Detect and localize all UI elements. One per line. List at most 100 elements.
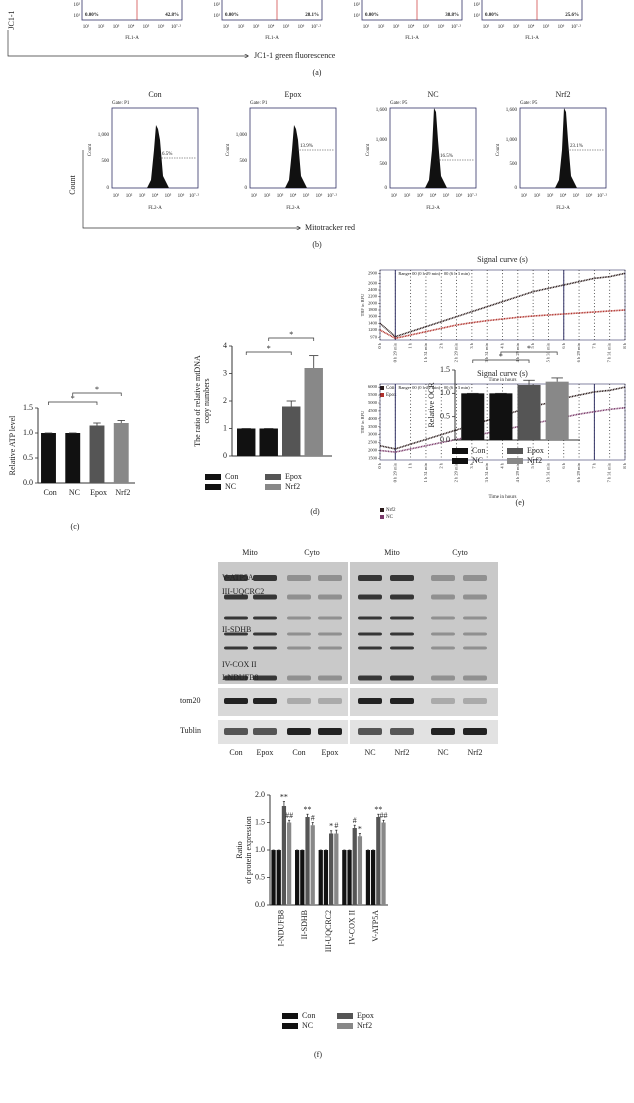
significance-marker: *	[289, 330, 293, 339]
x-tick-label: 8 h	[622, 342, 627, 348]
blot-band	[463, 675, 487, 681]
bar	[286, 822, 292, 905]
x-tick-label: 2 h 29 min	[454, 342, 459, 362]
histogram-shape	[147, 125, 169, 188]
y-tick-label: 1,000	[506, 138, 518, 143]
legend-swatch	[507, 448, 523, 454]
x-tick-label: 0 h 29 min	[392, 462, 397, 482]
x-tick-label: 10⁷·²	[597, 193, 607, 199]
bar	[41, 433, 56, 483]
x-tick-label: 3 h	[469, 462, 474, 468]
x-tick-label: 3 h	[469, 342, 474, 348]
x-tick-label: 10²	[264, 193, 271, 199]
plot-title: Epox	[285, 90, 302, 99]
legend-swatch	[452, 448, 468, 454]
significance-marker: *	[267, 344, 271, 353]
x-tick-label: 10⁴	[290, 193, 297, 199]
x-tick-label: 10⁵	[543, 24, 550, 30]
x-tick-label: 10²	[378, 24, 385, 30]
x-tick-label: 10³	[547, 193, 554, 199]
y-tick-label: 10¹	[74, 13, 81, 19]
lane-label: Epox	[257, 748, 274, 757]
x-tick-label: 2 h 29 min	[454, 462, 459, 482]
panel-label: (c)	[71, 522, 80, 531]
y-axis-title: JC1-1	[7, 10, 16, 29]
blot-band	[463, 698, 487, 704]
blot-band	[463, 594, 487, 600]
x-tick-label: 10⁵	[423, 24, 430, 30]
x-tick-label: 10¹	[251, 193, 258, 199]
legend-label: Epox	[386, 393, 397, 398]
blot-band	[318, 632, 342, 636]
blot-band	[390, 698, 414, 704]
significance-marker: #	[311, 813, 315, 822]
blot-band	[318, 646, 342, 650]
x-tick-label: 7 h	[591, 342, 596, 348]
bar	[323, 850, 329, 905]
data-line	[379, 272, 626, 338]
x-tick-label: 10⁴	[128, 24, 135, 30]
y-tick-label: 1500	[368, 455, 378, 460]
significance-marker: *	[527, 344, 531, 353]
gate-label: Gate: P5	[520, 101, 538, 106]
significance-bracket	[500, 351, 558, 355]
y-tick-label: 1.5	[255, 817, 265, 826]
blot-band	[287, 728, 311, 735]
legend-label: Con	[225, 472, 238, 481]
flow-plot-frame	[81, 0, 183, 21]
x-tick-label: 10³	[513, 24, 520, 30]
bar	[89, 425, 105, 483]
blot-band	[390, 575, 414, 581]
x-tick-label: 7 h	[591, 462, 596, 468]
x-axis-title: Mitotracker red	[305, 223, 355, 232]
y-tick-label: 2500	[368, 440, 378, 445]
x-tick-label: 8 h	[622, 462, 627, 468]
blot-band	[358, 646, 382, 650]
y-tick-label: 2000	[368, 300, 378, 305]
lane-label: Nrf2	[467, 748, 482, 757]
x-tick-label: 5 h	[530, 342, 535, 348]
blot-band	[358, 698, 382, 704]
x-tick-label: 10⁷·²	[451, 24, 461, 30]
blot-band	[253, 632, 277, 636]
count-label: Count	[88, 143, 93, 156]
blot-band	[358, 728, 382, 735]
gate-label: Gate: P1	[112, 101, 130, 106]
x-tick-label: 6 h	[561, 462, 566, 468]
protein-label: II-SDHB	[222, 625, 251, 634]
y-tick-label: 1.5	[440, 365, 450, 374]
x-tick-label: 10¹	[83, 24, 90, 30]
significance-marker: #	[353, 816, 357, 825]
blot-band	[463, 575, 487, 581]
significance-marker: **	[304, 805, 312, 814]
y-tick-label: 2600	[368, 280, 378, 285]
legend-swatch	[205, 484, 221, 490]
bar	[259, 428, 278, 456]
significance-bracket	[472, 359, 530, 363]
y-tick-label: 0.0	[23, 478, 33, 487]
gate-percent: 6.5%	[162, 152, 172, 157]
significance-marker: *	[71, 394, 75, 403]
plot-title: NC	[427, 90, 438, 99]
y-tick-label: 1,600	[506, 108, 518, 113]
bar	[300, 850, 305, 905]
blot-band	[431, 646, 455, 650]
flow-plot-frame	[481, 0, 583, 21]
lane-label: Con	[292, 748, 305, 757]
blot-band	[318, 698, 342, 704]
y-tick-label: 1,000	[98, 133, 110, 138]
x-tick-label: 10⁴	[152, 193, 159, 199]
x-tick-label: 10⁴	[430, 193, 437, 199]
bar	[295, 850, 300, 905]
y-tick-label: 2.0	[255, 790, 265, 799]
x-axis-title: Time in hours	[489, 378, 517, 383]
x-axis-label: FL2-A	[148, 206, 162, 211]
blot-band	[287, 632, 311, 636]
y-tick-label: 10²	[74, 2, 81, 8]
y-axis-title: TRF in RFU	[360, 293, 365, 317]
x-tick-label: 10⁶	[438, 24, 445, 30]
bar	[376, 817, 381, 905]
x-tick-label: 1 h 31 min	[423, 342, 428, 362]
lane-label: Epox	[322, 748, 339, 757]
blot-band	[431, 575, 455, 581]
